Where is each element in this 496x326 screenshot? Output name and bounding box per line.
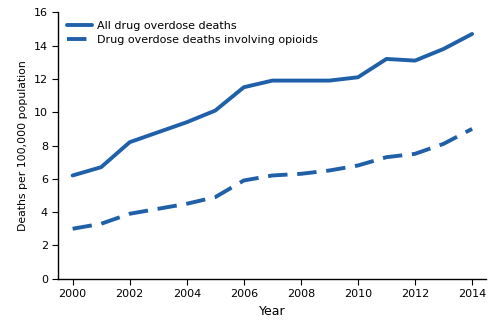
All drug overdose deaths: [383, 57, 389, 61]
All drug overdose deaths: [126, 140, 132, 144]
Drug overdose deaths involving opioids: [269, 173, 275, 177]
All drug overdose deaths: [269, 79, 275, 82]
All drug overdose deaths: [326, 79, 332, 82]
All drug overdose deaths: [155, 130, 161, 134]
Drug overdose deaths involving opioids: [126, 212, 132, 216]
Drug overdose deaths involving opioids: [412, 152, 418, 156]
Drug overdose deaths involving opioids: [383, 155, 389, 159]
All drug overdose deaths: [469, 32, 475, 36]
Drug overdose deaths involving opioids: [98, 222, 104, 226]
Drug overdose deaths involving opioids: [326, 169, 332, 172]
X-axis label: Year: Year: [259, 305, 286, 318]
Drug overdose deaths involving opioids: [212, 195, 218, 199]
Line: All drug overdose deaths: All drug overdose deaths: [72, 34, 472, 175]
Drug overdose deaths involving opioids: [440, 142, 446, 146]
All drug overdose deaths: [355, 75, 361, 79]
Drug overdose deaths involving opioids: [184, 202, 190, 206]
All drug overdose deaths: [212, 109, 218, 112]
Line: Drug overdose deaths involving opioids: Drug overdose deaths involving opioids: [72, 129, 472, 229]
All drug overdose deaths: [412, 59, 418, 63]
All drug overdose deaths: [98, 165, 104, 169]
All drug overdose deaths: [184, 120, 190, 124]
Drug overdose deaths involving opioids: [241, 179, 247, 183]
Drug overdose deaths involving opioids: [355, 164, 361, 168]
All drug overdose deaths: [440, 47, 446, 51]
Legend: All drug overdose deaths, Drug overdose deaths involving opioids: All drug overdose deaths, Drug overdose …: [64, 18, 321, 48]
Drug overdose deaths involving opioids: [69, 227, 75, 231]
All drug overdose deaths: [69, 173, 75, 177]
Y-axis label: Deaths per 100,000 population: Deaths per 100,000 population: [18, 60, 28, 231]
Drug overdose deaths involving opioids: [155, 207, 161, 211]
Drug overdose deaths involving opioids: [298, 172, 304, 176]
All drug overdose deaths: [298, 79, 304, 82]
Drug overdose deaths involving opioids: [469, 127, 475, 131]
All drug overdose deaths: [241, 85, 247, 89]
